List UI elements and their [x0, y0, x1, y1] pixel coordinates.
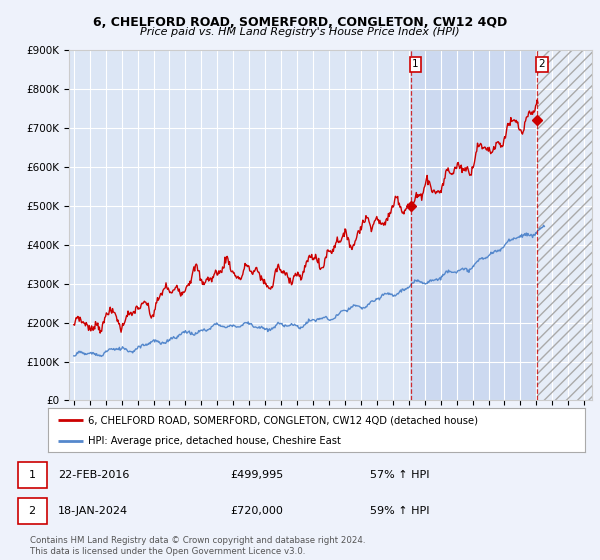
Bar	[537, 50, 600, 400]
Text: £499,995: £499,995	[230, 470, 283, 480]
FancyBboxPatch shape	[17, 498, 47, 524]
Text: 6, CHELFORD ROAD, SOMERFORD, CONGLETON, CW12 4QD (detached house): 6, CHELFORD ROAD, SOMERFORD, CONGLETON, …	[88, 416, 478, 426]
Text: HPI: Average price, detached house, Cheshire East: HPI: Average price, detached house, Ches…	[88, 436, 341, 446]
Text: 59% ↑ HPI: 59% ↑ HPI	[370, 506, 430, 516]
Text: 6, CHELFORD ROAD, SOMERFORD, CONGLETON, CW12 4QD: 6, CHELFORD ROAD, SOMERFORD, CONGLETON, …	[93, 16, 507, 29]
Text: 2: 2	[28, 506, 35, 516]
Bar	[410, 50, 537, 400]
Text: 18-JAN-2024: 18-JAN-2024	[58, 506, 128, 516]
FancyBboxPatch shape	[17, 462, 47, 488]
Text: Price paid vs. HM Land Registry's House Price Index (HPI): Price paid vs. HM Land Registry's House …	[140, 27, 460, 37]
Text: 2: 2	[539, 59, 545, 69]
Text: 1: 1	[412, 59, 419, 69]
Text: Contains HM Land Registry data © Crown copyright and database right 2024.
This d: Contains HM Land Registry data © Crown c…	[30, 536, 365, 556]
Text: 1: 1	[29, 470, 35, 480]
Text: 22-FEB-2016: 22-FEB-2016	[58, 470, 130, 480]
Text: 57% ↑ HPI: 57% ↑ HPI	[370, 470, 430, 480]
Bar	[537, 50, 600, 400]
Text: £720,000: £720,000	[230, 506, 283, 516]
